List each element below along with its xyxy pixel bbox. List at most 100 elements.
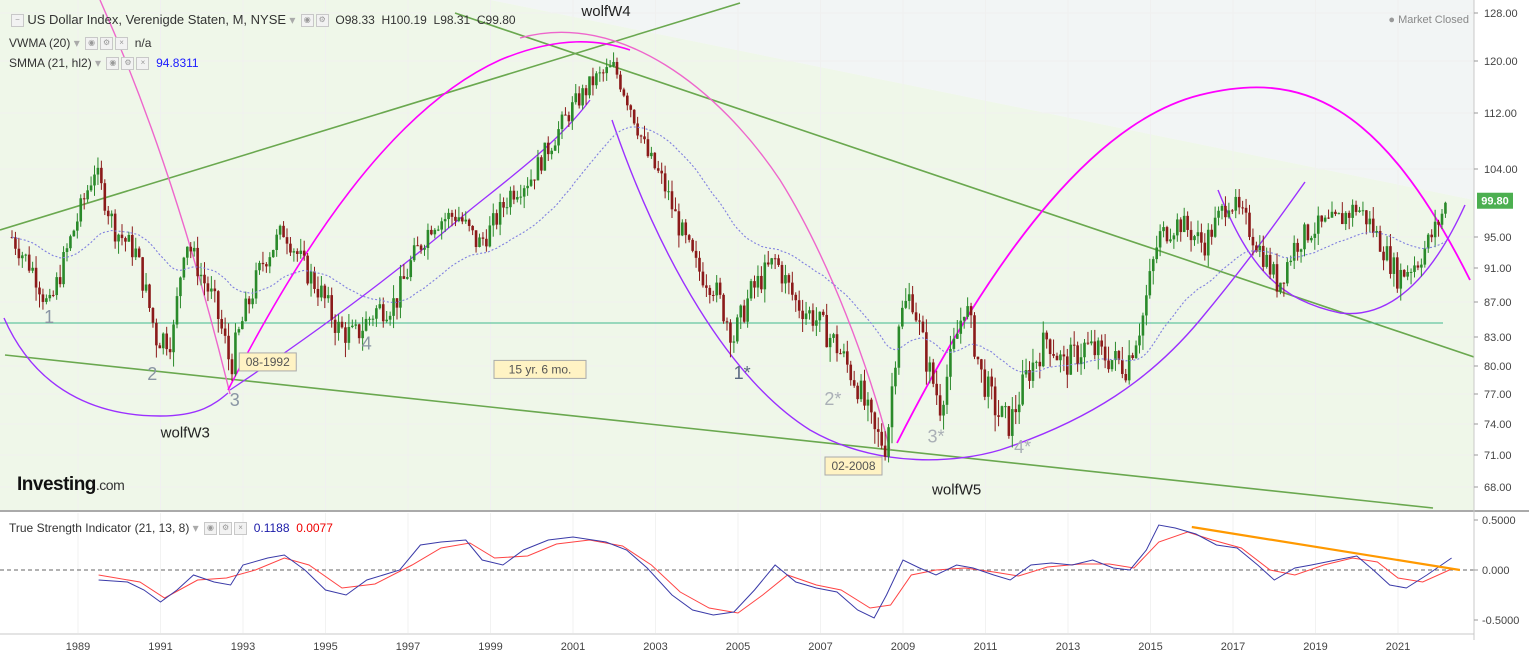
- candle-body: [1206, 229, 1210, 256]
- candle-body: [526, 185, 529, 189]
- eye-icon[interactable]: ◉: [85, 37, 99, 51]
- candle-body: [223, 328, 227, 336]
- eye-icon[interactable]: ◉: [106, 57, 120, 71]
- candle-body: [27, 254, 31, 271]
- tsi-tick-label: -0.5000: [1482, 615, 1519, 627]
- candle-body: [351, 325, 354, 327]
- candle-body: [282, 225, 285, 238]
- wave-label: 2: [147, 364, 157, 384]
- candle-body: [1083, 342, 1086, 358]
- candle-body: [1007, 406, 1011, 436]
- candle-body: [45, 298, 48, 302]
- candle-body: [1004, 406, 1007, 408]
- vwma-value: n/a: [134, 36, 152, 50]
- candle-body: [804, 313, 808, 320]
- settings-icon[interactable]: ⚙: [315, 14, 329, 28]
- dropdown-caret-icon[interactable]: ▾: [289, 13, 296, 27]
- wave-label: wolfW5: [931, 481, 981, 498]
- candle-body: [182, 257, 186, 278]
- candle-body: [76, 221, 79, 231]
- candle-body: [1241, 207, 1244, 209]
- candle-body: [1261, 245, 1265, 267]
- candle-body: [567, 115, 571, 122]
- collapse-icon[interactable]: −: [11, 14, 24, 28]
- candle-body: [1296, 242, 1299, 252]
- candle-body: [299, 250, 303, 254]
- smma-label: SMMA (21, hl2): [9, 56, 92, 70]
- settings-icon[interactable]: ⚙: [100, 37, 114, 51]
- candle-body: [1275, 264, 1279, 292]
- settings-icon[interactable]: ⚙: [121, 57, 135, 71]
- candle-body: [1306, 224, 1310, 241]
- candle-body: [1028, 370, 1031, 381]
- trend-line-lower: [4, 354, 1434, 509]
- candle-body: [1334, 211, 1337, 215]
- candle-body: [632, 109, 636, 124]
- candle-body: [426, 229, 430, 248]
- candle-body: [461, 217, 464, 222]
- candle-body: [980, 359, 983, 370]
- candle-body: [866, 399, 870, 406]
- candle-body: [1176, 219, 1179, 236]
- wave-annotations: 1 2 3 4 1* 2* 3* 4* wolfW3 wolfW4 wolfW5 08-1992 15 …: [44, 3, 1031, 498]
- x-tick-label: 2003: [643, 641, 667, 653]
- close-icon[interactable]: ×: [136, 57, 150, 71]
- candle-body: [1402, 269, 1406, 277]
- dropdown-caret-icon[interactable]: ▾: [95, 56, 102, 70]
- candle-body: [292, 251, 296, 253]
- x-tick-label: 1993: [231, 641, 255, 653]
- dropdown-caret-icon[interactable]: ▾: [73, 36, 80, 50]
- candle-body: [1320, 215, 1323, 222]
- candle-body: [254, 270, 258, 299]
- candle-body: [1000, 406, 1004, 417]
- candle-body: [608, 66, 612, 68]
- settings-icon[interactable]: ⚙: [219, 522, 233, 536]
- candle-body: [1385, 246, 1389, 261]
- candle-body: [536, 157, 540, 181]
- candle-body: [165, 333, 168, 350]
- candle-body: [1234, 196, 1238, 211]
- candle-body: [216, 291, 220, 319]
- candle-body: [791, 282, 794, 295]
- candle-body: [907, 294, 911, 301]
- x-tick-label: 2017: [1221, 641, 1245, 653]
- candle-body: [1255, 245, 1258, 252]
- candle-body: [653, 152, 657, 169]
- divergence-line: [1191, 525, 1461, 572]
- candle-body: [38, 287, 41, 295]
- candle-body: [1423, 248, 1427, 265]
- candle-body: [41, 294, 45, 302]
- dropdown-caret-icon[interactable]: ▾: [192, 521, 199, 535]
- tsi-pane: [0, 524, 1474, 619]
- y-tick-label: 83.00: [1484, 332, 1512, 344]
- candle-body: [220, 318, 223, 329]
- candle-body: [543, 142, 547, 171]
- candle-body: [784, 275, 787, 284]
- candle-body: [1014, 409, 1018, 413]
- candle-body: [828, 337, 832, 348]
- eye-icon[interactable]: ◉: [204, 522, 218, 536]
- candle-body: [1272, 264, 1275, 275]
- trend-line-up: [0, 2, 741, 231]
- candle-body: [1169, 239, 1172, 242]
- candle-body: [1055, 355, 1059, 361]
- candle-body: [1371, 218, 1375, 233]
- candle-body: [17, 248, 21, 259]
- candle-body: [656, 168, 660, 171]
- candle-body: [62, 252, 65, 285]
- close-icon[interactable]: ×: [234, 522, 248, 536]
- candle-body: [117, 234, 120, 242]
- candle-body: [705, 285, 708, 288]
- candle-body: [852, 380, 856, 386]
- candle-body: [729, 322, 732, 343]
- candle-body: [863, 380, 866, 406]
- price-tag: [1477, 192, 1513, 209]
- eye-icon[interactable]: ◉: [300, 14, 314, 28]
- candle-body: [756, 275, 760, 288]
- close-icon[interactable]: ×: [115, 37, 129, 51]
- candle-body: [1117, 351, 1121, 361]
- candle-body: [722, 294, 725, 322]
- x-tick-label: 2005: [726, 641, 750, 653]
- candle-body: [842, 351, 846, 354]
